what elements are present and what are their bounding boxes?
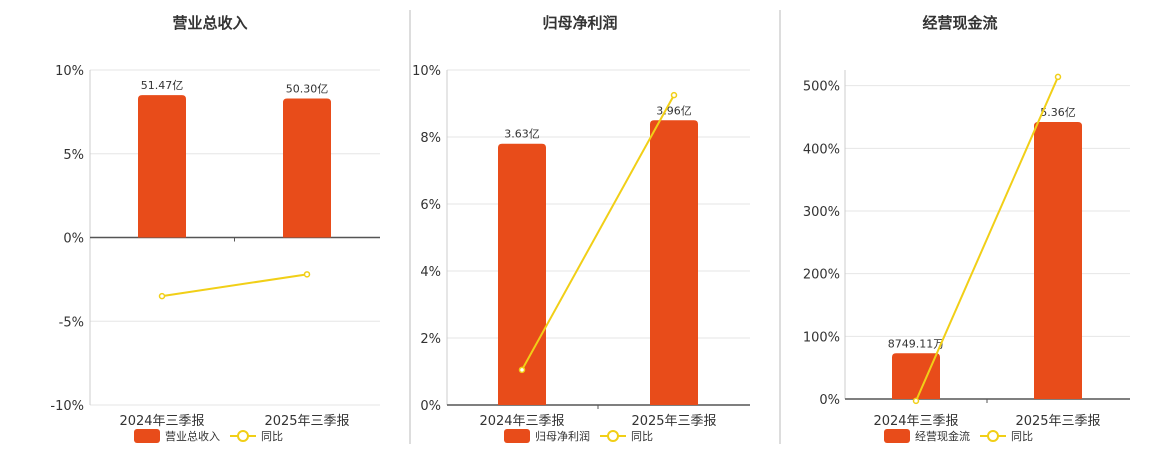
y-tick-label: 300% <box>803 205 840 220</box>
legend-label-line: 同比 <box>631 430 653 443</box>
bar <box>650 120 698 405</box>
y-tick-label: 6% <box>420 198 441 213</box>
x-tick-label: 2024年三季报 <box>119 414 204 429</box>
chart-title: 归母净利润 <box>542 14 617 32</box>
y-tick-label: 2% <box>420 332 441 347</box>
line-point <box>518 366 526 374</box>
legend-label-bar: 经营现金流 <box>915 429 970 443</box>
legend-label-line: 同比 <box>261 430 283 443</box>
x-tick-label: 2025年三季报 <box>264 414 349 429</box>
chart-panel-3: 经营现金流 500% 400% 300% 200% 100% 0% 8749.11万 5.36亿… <box>803 14 1130 443</box>
bar <box>892 353 940 399</box>
legend-label-bar: 归母净利润 <box>535 429 590 443</box>
y-tick-label: 400% <box>803 142 840 157</box>
line-point <box>158 292 166 300</box>
y-tick-label: 10% <box>55 64 84 79</box>
line-point <box>303 271 311 278</box>
legend-swatch-bar <box>504 429 530 443</box>
y-tick-label: 0% <box>63 232 84 247</box>
y-tick-label: 8% <box>420 131 441 146</box>
x-tick-label: 2025年三季报 <box>631 414 716 429</box>
legend-swatch-marker <box>237 430 249 442</box>
line-point <box>670 91 678 99</box>
y-tick-label: 10% <box>412 64 441 79</box>
bar-data-label: 5.36亿 <box>1040 106 1076 119</box>
chart-panel-1: 营业总收入 10% 5% 0% -5% -10% 51.47亿 50.30亿 2024年三季报 2… <box>50 14 380 443</box>
x-tick-label: 2024年三季报 <box>479 414 564 429</box>
legend-swatch-marker <box>987 430 999 442</box>
legend-swatch-bar <box>134 429 160 443</box>
line-series <box>521 94 675 371</box>
line-point <box>912 397 920 405</box>
legend-swatch-marker <box>607 430 619 442</box>
y-tick-label: -10% <box>50 399 84 414</box>
y-tick-label: -5% <box>59 315 84 330</box>
bar-data-label: 50.30亿 <box>286 82 329 95</box>
chart-title: 经营现金流 <box>922 14 997 32</box>
y-tick-label: 0% <box>420 399 441 414</box>
x-tick-label: 2025年三季报 <box>1015 414 1100 429</box>
bar-data-label: 8749.11万 <box>888 337 945 350</box>
chart-title: 营业总收入 <box>172 14 247 32</box>
y-tick-label: 0% <box>819 393 840 408</box>
y-tick-label: 100% <box>803 330 840 345</box>
bar-data-label: 51.47亿 <box>141 79 184 92</box>
bar-data-label: 3.96亿 <box>656 104 692 117</box>
x-tick-label: 2024年三季报 <box>873 414 958 429</box>
legend-label-line: 同比 <box>1011 430 1033 443</box>
line-series <box>915 76 1059 402</box>
y-tick-label: 200% <box>803 268 840 283</box>
bar <box>138 95 186 238</box>
legend-swatch-bar <box>884 429 910 443</box>
bar <box>283 98 331 238</box>
y-tick-label: 4% <box>420 265 441 280</box>
bar <box>1034 122 1082 399</box>
bar <box>498 143 546 405</box>
bar-data-label: 3.63亿 <box>504 128 540 141</box>
y-tick-label: 500% <box>803 80 840 95</box>
line-series <box>161 273 308 298</box>
legend-label-bar: 营业总收入 <box>165 429 220 443</box>
line-point <box>1054 73 1062 81</box>
y-tick-label: 5% <box>63 148 84 163</box>
chart-panel-2: 归母净利润 10% 8% 6% 4% 2% 0% 3.63亿 3.96亿 2024年三季报 2025… <box>412 14 750 443</box>
